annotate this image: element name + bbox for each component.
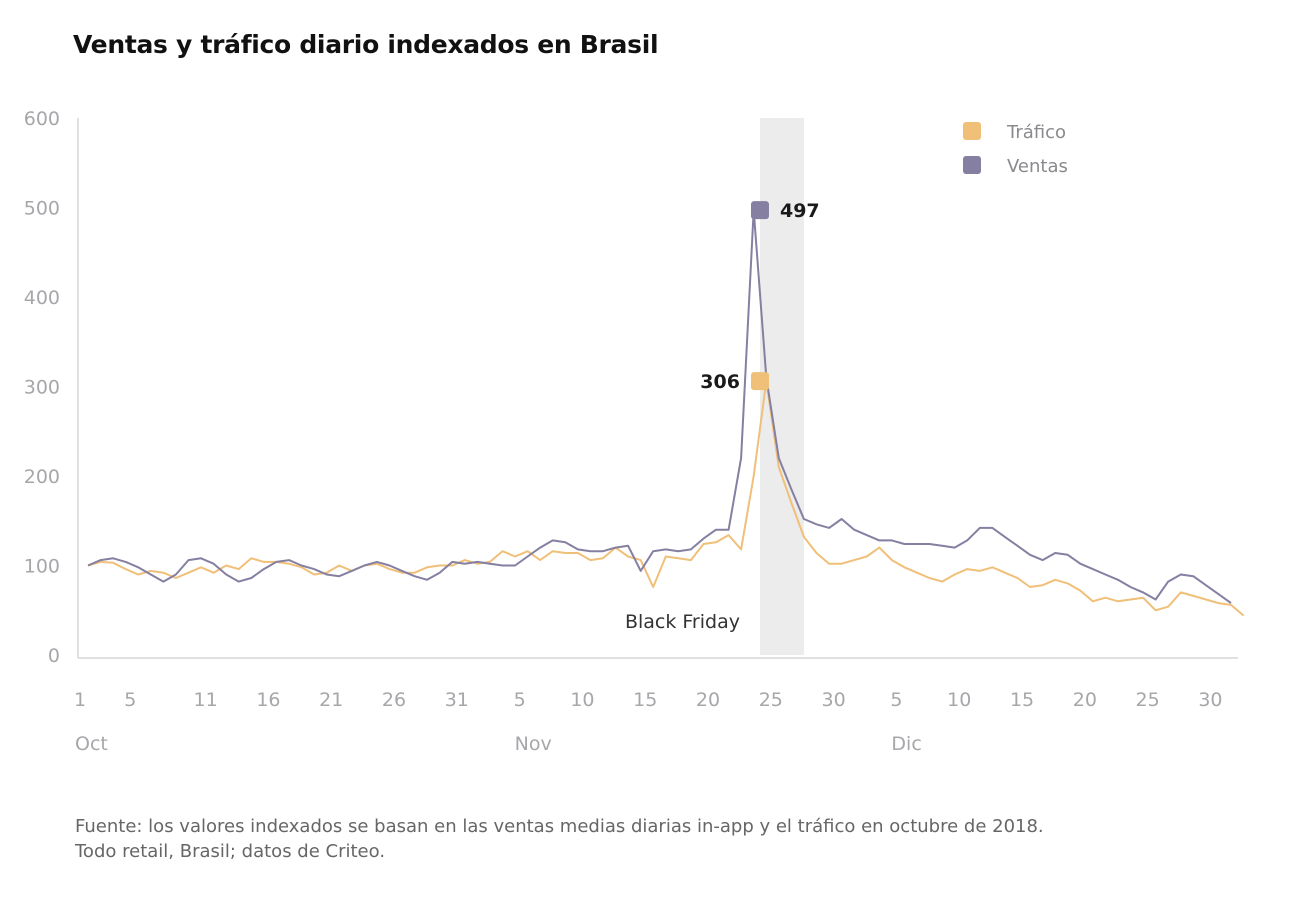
x-tick-label: 11 (194, 689, 218, 711)
x-tick-label: 26 (382, 689, 406, 711)
x-tick-label: 5 (124, 689, 136, 711)
x-tick-label: 16 (256, 689, 280, 711)
x-tick-label: 10 (947, 689, 971, 711)
x-tick-label: 1 (74, 689, 86, 711)
series-line-1 (87, 209, 1232, 604)
chart-annotations: 497 306 (700, 200, 819, 393)
month-label: Oct (75, 733, 108, 755)
x-tick-label: 21 (319, 689, 343, 711)
month-label: Nov (515, 733, 552, 755)
x-tick-label: 10 (570, 689, 594, 711)
y-tick-label: 400 (24, 287, 60, 309)
series-lines (87, 209, 1245, 617)
y-tick-label: 300 (24, 377, 60, 399)
source-footnote: Fuente: los valores indexados se basan e… (75, 814, 1044, 864)
y-tick-label: 100 (24, 556, 60, 578)
x-tick-label: 25 (759, 689, 783, 711)
peak-label-1: 306 (700, 371, 740, 393)
x-tick-label: 25 (1136, 689, 1160, 711)
peak-marker-0 (750, 201, 769, 220)
footnote-line-1: Fuente: los valores indexados se basan e… (75, 816, 1044, 837)
y-tick-label: 500 (24, 198, 60, 220)
chart-legend: Tráfico Ventas (963, 122, 1068, 177)
black-friday-label: Black Friday (625, 611, 740, 633)
y-tick-label: 200 (24, 466, 60, 488)
series-line-0 (87, 380, 1245, 617)
x-tick-label: 5 (514, 689, 526, 711)
x-tick-label: 15 (633, 689, 657, 711)
peak-label-0: 497 (780, 200, 820, 222)
footnote-line-2: Todo retail, Brasil; datos de Criteo. (75, 841, 386, 862)
x-tick-label: 20 (696, 689, 720, 711)
legend-swatch-1 (963, 156, 981, 174)
legend-swatch-0 (963, 122, 981, 140)
x-tick-label: 30 (1198, 689, 1222, 711)
y-tick-label: 600 (24, 108, 60, 130)
month-label: Dic (891, 733, 921, 755)
x-tick-label: 31 (445, 689, 469, 711)
legend-label-0: Tráfico (1006, 122, 1066, 143)
x-tick-label: 15 (1010, 689, 1034, 711)
x-tick-label: 30 (822, 689, 846, 711)
y-tick-label: 0 (48, 645, 60, 667)
peak-marker-1 (750, 372, 769, 391)
chart-title: Ventas y tráfico diario indexados en Bra… (73, 30, 659, 59)
x-tick-label: 20 (1073, 689, 1097, 711)
legend-label-1: Ventas (1007, 156, 1068, 177)
x-tick-label: 5 (890, 689, 902, 711)
